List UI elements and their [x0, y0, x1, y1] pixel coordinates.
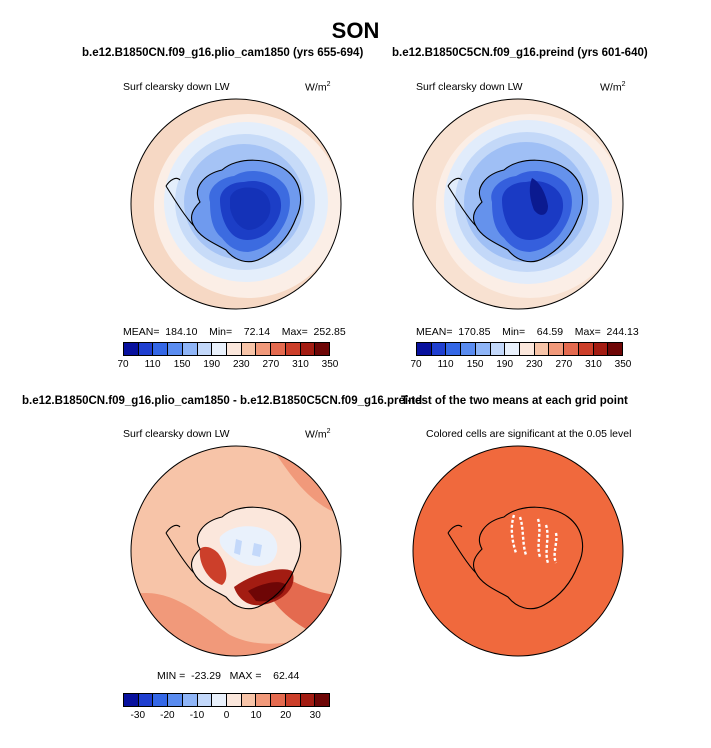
- colorbar-swatch: [152, 694, 168, 706]
- colorbar-swatch: [152, 343, 168, 355]
- panel2-colorbar-ticks: 70 110 150 190 230 270 310 350: [410, 359, 631, 371]
- colorbar-swatch: [474, 343, 490, 355]
- colorbar-tick-label: 350: [614, 359, 632, 370]
- figure-title: SON: [331, 18, 380, 43]
- colorbar-swatch: [124, 694, 138, 706]
- colorbar-swatch: [430, 343, 446, 355]
- colorbar-swatch: [137, 343, 153, 355]
- colorbar-swatch: [226, 694, 241, 706]
- colorbar-swatch: [533, 343, 549, 355]
- colorbar-tick-label: -20: [160, 710, 175, 721]
- colorbar-tick-label: 350: [321, 359, 339, 370]
- colorbar-swatch: [489, 343, 505, 355]
- panel3-units: W/m2: [305, 428, 331, 441]
- colorbar-swatch: [299, 343, 315, 355]
- colorbar-swatch: [196, 343, 212, 355]
- panel2-subtitle: b.e12.B1850C5CN.f09_g16.preind (yrs 601-…: [392, 47, 648, 59]
- panel1-units: W/m2: [305, 81, 331, 94]
- colorbar-swatch: [460, 343, 475, 355]
- panel1-colorbar: [123, 342, 330, 356]
- panel4-subtitle: T-test of the two means at each grid poi…: [401, 395, 628, 407]
- colorbar-tick-label: 0: [223, 710, 230, 721]
- colorbar-swatch: [181, 694, 197, 706]
- colorbar-swatch: [445, 343, 461, 355]
- colorbar-tick-label: 270: [555, 359, 573, 370]
- colorbar-tick-label: 150: [466, 359, 484, 370]
- colorbar-tick-label: 20: [280, 710, 292, 721]
- colorbar-tick-label: 70: [410, 359, 422, 370]
- colorbar-swatch: [314, 343, 330, 355]
- colorbar-swatch: [270, 343, 285, 355]
- panel2-map: [412, 98, 624, 310]
- panel2-units: W/m2: [600, 81, 626, 94]
- colorbar-tick-label: -30: [130, 710, 146, 721]
- colorbar-swatch: [314, 694, 330, 706]
- colorbar-swatch: [255, 694, 271, 706]
- panel3-colorbar: [123, 693, 330, 707]
- panel1-label: Surf clearsky down LW: [123, 81, 230, 93]
- colorbar-swatch: [563, 343, 578, 355]
- panel1-stats: MEAN= 184.10 Min= 72.14 Max= 252.85: [123, 326, 346, 338]
- colorbar-swatch: [519, 343, 534, 355]
- colorbar-swatch: [181, 343, 197, 355]
- colorbar-tick-label: -10: [189, 710, 205, 721]
- panel3-map: [130, 445, 342, 657]
- colorbar-swatch: [167, 694, 182, 706]
- colorbar-swatch: [577, 343, 593, 355]
- panel1-colorbar-ticks: 70 110 150 190 230 270 310 350: [117, 359, 338, 371]
- panel3-colorbar-ticks: -30 -20 -10 0 10 20 30: [123, 710, 330, 722]
- colorbar-swatch: [240, 694, 256, 706]
- colorbar-tick-label: 110: [144, 359, 161, 370]
- colorbar-tick-label: 270: [262, 359, 280, 370]
- colorbar-swatch: [226, 343, 241, 355]
- colorbar-swatch: [211, 343, 227, 355]
- panel2-label: Surf clearsky down LW: [416, 81, 523, 93]
- colorbar-tick-label: 310: [585, 359, 602, 370]
- panel3-label: Surf clearsky down LW: [123, 428, 230, 440]
- panel2-stats: MEAN= 170.85 Min= 64.59 Max= 244.13: [416, 326, 639, 338]
- panel4-map: [412, 445, 624, 657]
- colorbar-swatch: [284, 694, 300, 706]
- colorbar-tick-label: 190: [496, 359, 514, 370]
- colorbar-tick-label: 110: [437, 359, 454, 370]
- colorbar-tick-label: 190: [203, 359, 221, 370]
- colorbar-tick-label: 70: [117, 359, 129, 370]
- colorbar-tick-label: 230: [525, 359, 543, 370]
- panel3-subtitle: b.e12.B1850CN.f09_g16.plio_cam1850 - b.e…: [22, 395, 423, 407]
- colorbar-tick-label: 150: [173, 359, 191, 370]
- colorbar-swatch: [417, 343, 431, 355]
- colorbar-swatch: [607, 343, 623, 355]
- colorbar-tick-label: 10: [250, 710, 262, 721]
- panel3-stats: MIN = -23.29 MAX = 62.44: [157, 670, 300, 682]
- colorbar-swatch: [196, 694, 212, 706]
- panel1-subtitle: b.e12.B1850CN.f09_g16.plio_cam1850 (yrs …: [82, 47, 364, 59]
- colorbar-swatch: [124, 343, 138, 355]
- colorbar-swatch: [137, 694, 153, 706]
- colorbar-swatch: [548, 343, 564, 355]
- colorbar-swatch: [284, 343, 300, 355]
- colorbar-swatch: [211, 694, 227, 706]
- colorbar-swatch: [592, 343, 608, 355]
- colorbar-swatch: [299, 694, 315, 706]
- panel2-colorbar: [416, 342, 623, 356]
- colorbar-swatch: [167, 343, 182, 355]
- panel4-label: Colored cells are significant at the 0.0…: [426, 428, 632, 440]
- colorbar-swatch: [270, 694, 285, 706]
- colorbar-tick-label: 310: [292, 359, 309, 370]
- colorbar-tick-label: 30: [309, 710, 321, 721]
- colorbar-swatch: [255, 343, 271, 355]
- colorbar-swatch: [240, 343, 256, 355]
- colorbar-tick-label: 230: [232, 359, 250, 370]
- colorbar-swatch: [504, 343, 520, 355]
- panel1-map: [130, 98, 342, 310]
